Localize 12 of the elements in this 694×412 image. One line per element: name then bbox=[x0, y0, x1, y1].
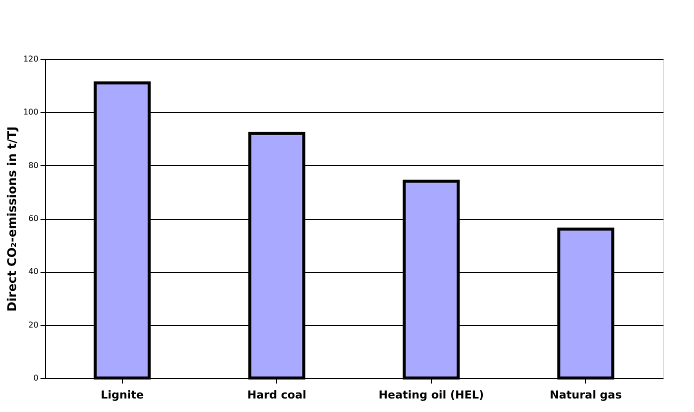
y-tick-label: 0 bbox=[33, 374, 38, 382]
x-tick-label: Natural gas bbox=[550, 388, 622, 402]
y-axis-title: Direct CO₂-emissions in t/TJ bbox=[5, 126, 20, 312]
x-tick-label: Hard coal bbox=[247, 388, 306, 402]
y-tick-label: 60 bbox=[28, 214, 38, 223]
y-tick-label: 100 bbox=[23, 108, 38, 117]
y-tick-label: 20 bbox=[28, 320, 38, 330]
x-tick-label: Heating oil (HEL) bbox=[378, 388, 484, 402]
y-tick-label: 40 bbox=[28, 267, 38, 276]
y-tick-label: 120 bbox=[23, 54, 38, 64]
y-tick-label: 80 bbox=[28, 160, 38, 170]
x-tick-label: Lignite bbox=[100, 388, 144, 402]
